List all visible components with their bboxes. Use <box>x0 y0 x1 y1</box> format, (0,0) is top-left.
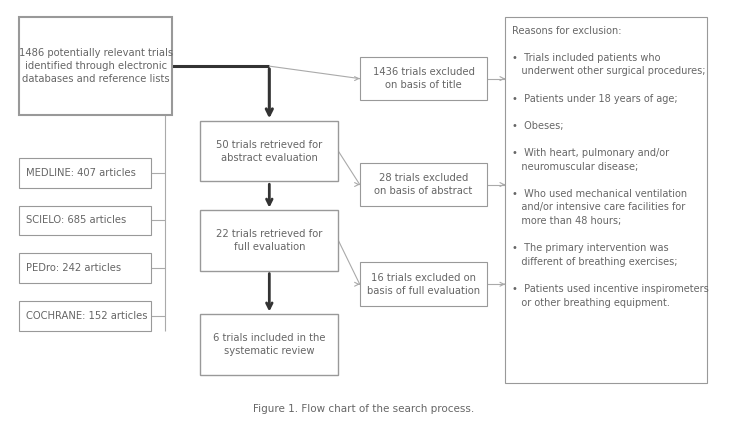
Bar <box>19 253 151 283</box>
Bar <box>200 210 339 271</box>
Text: PEDro: 242 articles: PEDro: 242 articles <box>26 263 121 273</box>
Text: 28 trials excluded
on basis of abstract: 28 trials excluded on basis of abstract <box>374 173 473 196</box>
Text: 16 trials excluded on
basis of full evaluation: 16 trials excluded on basis of full eval… <box>367 273 480 296</box>
Bar <box>200 121 339 181</box>
Bar <box>360 262 488 306</box>
Text: Figure 1. Flow chart of the search process.: Figure 1. Flow chart of the search proce… <box>252 404 474 414</box>
Bar <box>360 57 488 100</box>
Bar <box>19 158 151 188</box>
Bar <box>200 314 339 375</box>
Bar <box>505 17 707 383</box>
Text: Reasons for exclusion:

•  Trials included patients who
   underwent other surgi: Reasons for exclusion: • Trials included… <box>512 26 709 308</box>
Bar <box>360 163 488 206</box>
Text: SCIELO: 685 articles: SCIELO: 685 articles <box>26 216 127 226</box>
Text: 1486 potentially relevant trials
identified through electronic
databases and ref: 1486 potentially relevant trials identif… <box>19 48 173 84</box>
Text: COCHRANE: 152 articles: COCHRANE: 152 articles <box>26 311 148 321</box>
Text: 1436 trials excluded
on basis of title: 1436 trials excluded on basis of title <box>372 67 475 90</box>
Text: MEDLINE: 407 articles: MEDLINE: 407 articles <box>26 168 136 178</box>
Bar <box>19 301 151 331</box>
Text: 22 trials retrieved for
full evaluation: 22 trials retrieved for full evaluation <box>216 229 323 252</box>
Text: 6 trials included in the
systematic review: 6 trials included in the systematic revi… <box>213 333 326 356</box>
Text: 50 trials retrieved for
abstract evaluation: 50 trials retrieved for abstract evaluat… <box>216 140 322 163</box>
Bar <box>19 205 151 235</box>
Bar <box>19 17 172 115</box>
